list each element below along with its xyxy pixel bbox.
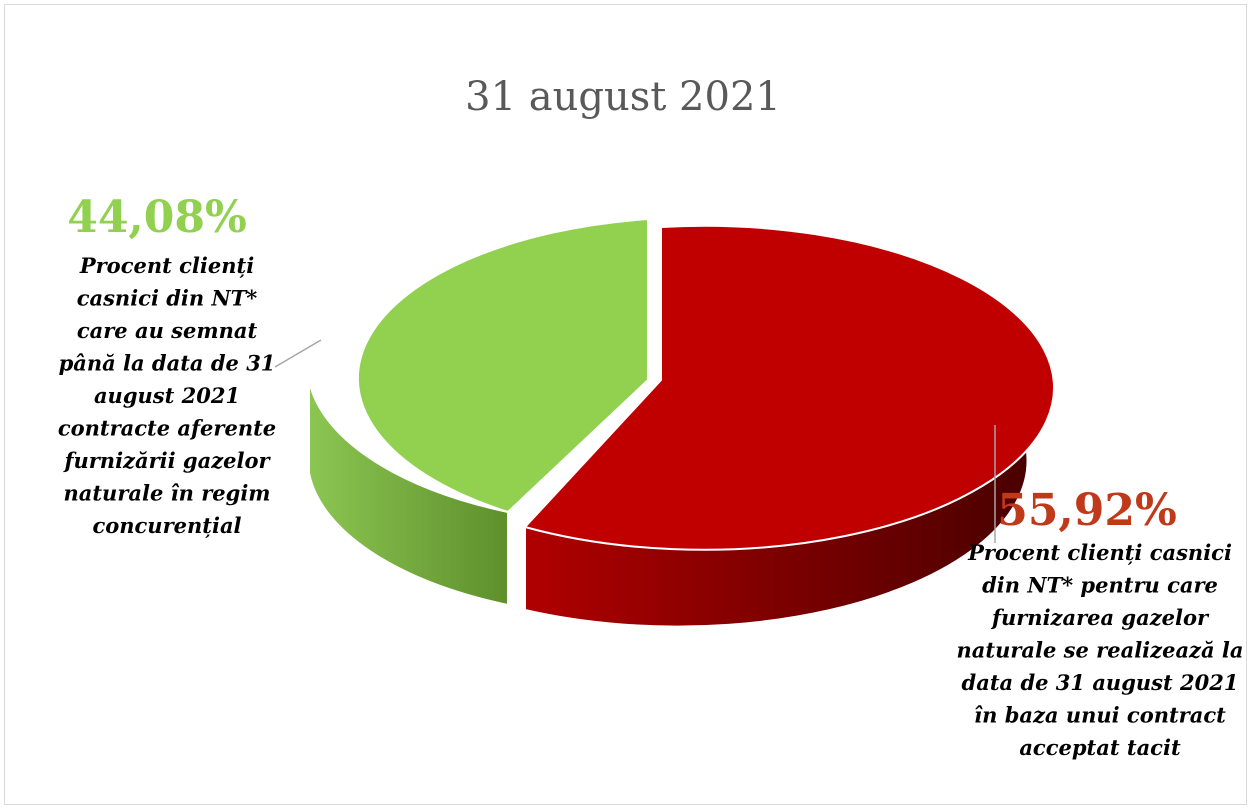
chart-area: 31 august 2021 44,08% Procent clienți cas…	[4, 4, 1247, 805]
category-label-red-line-1: Procent clienți casnici	[967, 540, 1232, 565]
category-label-green: Procent clienți casnici din NT* care au se…	[58, 253, 276, 538]
category-label-green-line-8: naturale în regim	[63, 481, 270, 506]
leader-line-green	[274, 339, 322, 368]
category-label-red-line-2: din NT* pentru care	[982, 573, 1218, 598]
category-label-red-line-3: furnizarea gazelor	[990, 605, 1210, 630]
category-label-green-line-9: concurențial	[92, 513, 241, 538]
chart-title: 31 august 2021	[465, 74, 781, 120]
slice-top-green[interactable]	[356, 217, 649, 514]
slice-top-red[interactable]	[523, 224, 1055, 551]
category-label-green-line-2: casnici din NT*	[77, 286, 258, 311]
category-label-green-line-7: furnizării gazelor	[62, 448, 271, 473]
category-label-red-line-6: în baza unui contract	[974, 703, 1226, 728]
category-label-red-line-4: naturale se realizează la	[957, 638, 1244, 663]
category-label-green-line-1: Procent clienți	[79, 253, 254, 278]
pie-chart: 31 august 2021 44,08% Procent clienți cas…	[58, 74, 1244, 760]
category-label-green-line-4: până la data de 31	[59, 351, 276, 376]
category-label-red-line-5: data de 31 august 2021	[962, 670, 1239, 695]
category-label-red-line-7: acceptat tacit	[1019, 735, 1181, 760]
slice-side-green	[308, 379, 509, 607]
pie-slices	[308, 217, 1055, 628]
category-label-green-line-3: care au semnat	[77, 318, 258, 343]
category-label-red: Procent clienți casnici din NT* pentru ca…	[957, 540, 1244, 760]
category-label-green-line-6: contracte aferente	[58, 416, 276, 441]
category-label-green-line-5: august 2021	[94, 383, 240, 408]
value-label-red: 55,92%	[997, 485, 1177, 536]
value-label-green: 44,08%	[67, 192, 247, 243]
